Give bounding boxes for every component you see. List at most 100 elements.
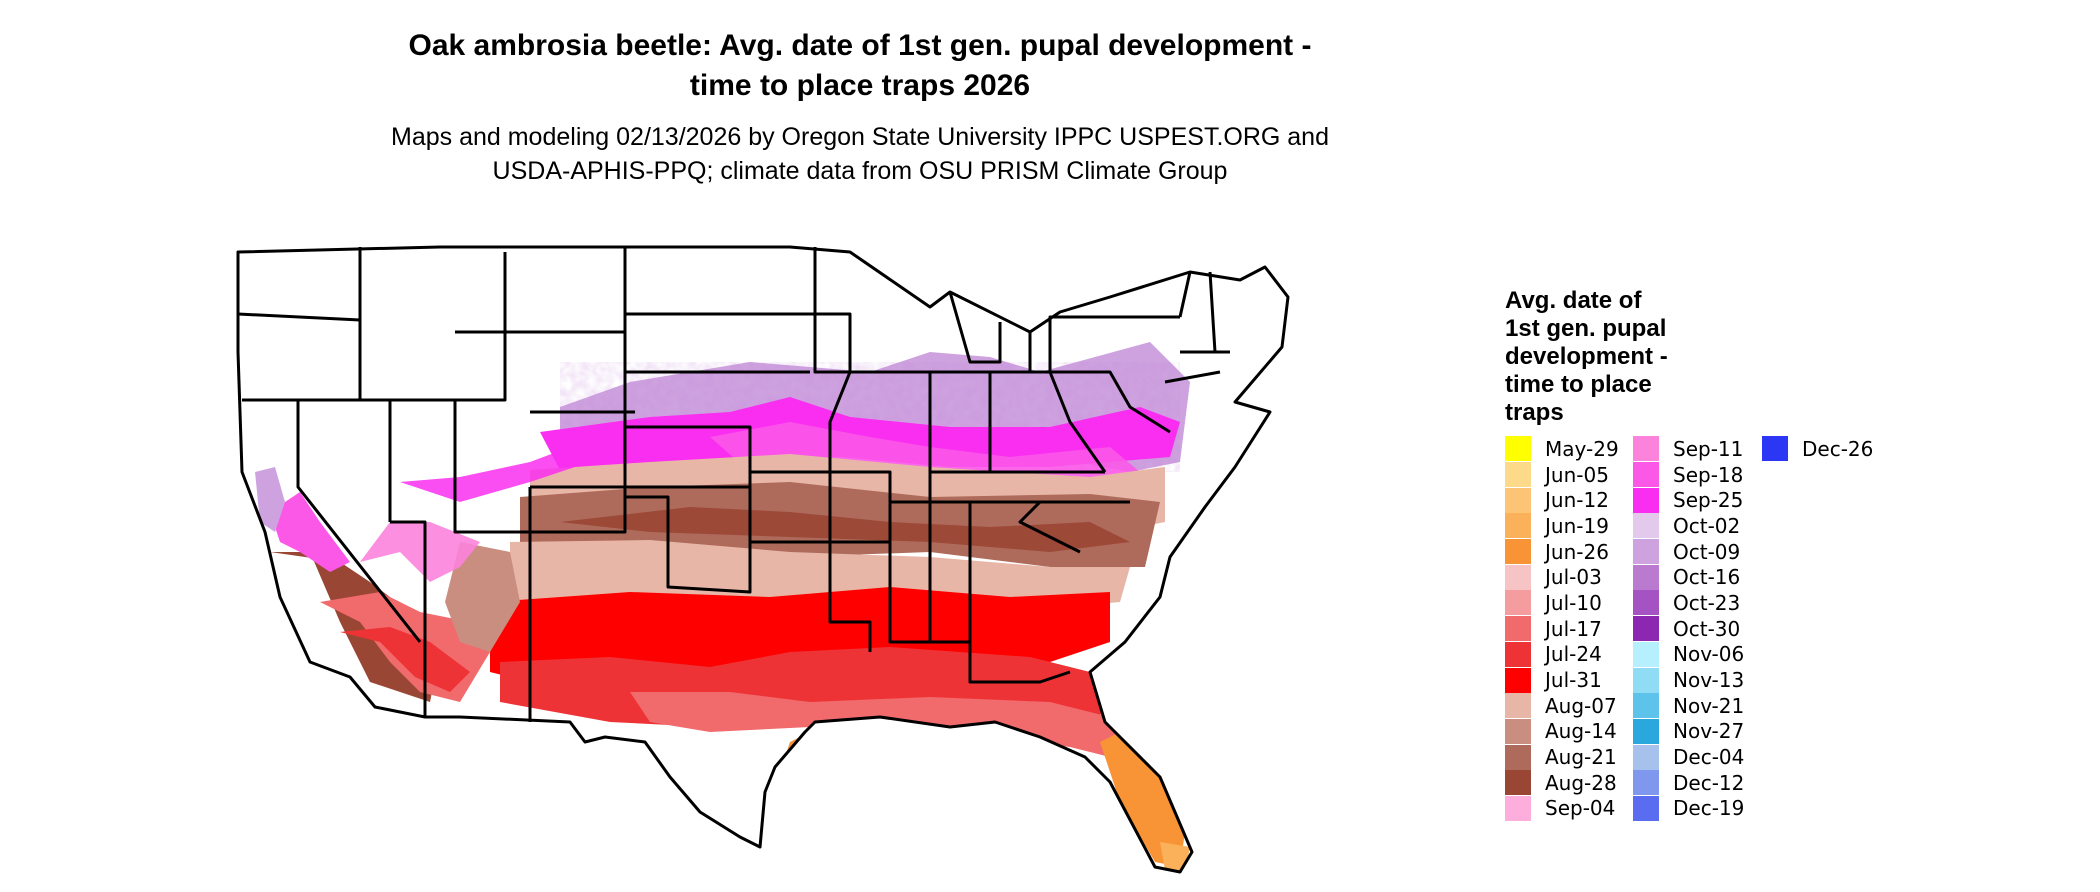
legend-item: Aug-28 — [1505, 770, 1619, 796]
legend-item: May-29 — [1505, 436, 1619, 462]
legend-item: Nov-21 — [1633, 693, 1744, 719]
legend-swatch — [1633, 513, 1659, 539]
legend-item: Jun-05 — [1505, 462, 1619, 488]
legend-swatch — [1505, 641, 1531, 667]
legend-label: May-29 — [1545, 436, 1619, 461]
map-title-line-1: Oak ambrosia beetle: Avg. date of 1st ge… — [408, 29, 1312, 62]
legend-item: Dec-19 — [1633, 795, 1745, 822]
legend-item: Aug-07 — [1505, 693, 1619, 719]
legend-swatch — [1505, 436, 1531, 462]
legend-swatch — [1633, 616, 1659, 642]
band-west-sep-18 — [270, 492, 350, 572]
legend-item: Sep-04 — [1505, 795, 1619, 822]
legend-swatch — [1505, 616, 1531, 642]
legend-swatch — [1505, 513, 1531, 539]
legend-label: Oct-23 — [1673, 590, 1741, 615]
legend-swatch — [1505, 590, 1531, 616]
legend-label: Aug-21 — [1545, 745, 1617, 770]
border-az-west — [390, 520, 427, 717]
legend-swatch — [1505, 718, 1531, 744]
legend-swatch — [1633, 718, 1659, 744]
legend-title-line: 1st gen. pupal — [1505, 315, 1667, 342]
legend-item: Oct-23 — [1633, 590, 1744, 616]
border-vt-ny — [1178, 271, 1192, 318]
border-il-in — [850, 370, 932, 504]
legend-swatch — [1633, 744, 1659, 770]
legend-label: Jun-26 — [1545, 539, 1609, 564]
legend-title-line: Avg. date of — [1505, 287, 1642, 314]
legend-item: Nov-06 — [1633, 641, 1744, 668]
border-mi-lower — [948, 291, 1002, 364]
legend-title: Avg. date of 1st gen. pupal development … — [1505, 287, 1745, 427]
legend-swatch — [1633, 693, 1659, 719]
legend-swatch — [1633, 795, 1659, 821]
legend-label: Jun-19 — [1545, 513, 1609, 538]
legend-swatch — [1505, 795, 1531, 821]
legend-title-line: development - — [1505, 343, 1668, 370]
border-wa-or — [237, 312, 361, 322]
legend-item: Jun-19 — [1505, 513, 1619, 539]
legend-swatch — [1505, 693, 1531, 719]
border-pa-md — [1050, 370, 1171, 434]
legend-swatch — [1505, 462, 1531, 488]
legend-item: Oct-16 — [1633, 564, 1744, 590]
legend-item: Sep-25 — [1633, 487, 1744, 513]
legend-item: Nov-13 — [1633, 667, 1744, 693]
map-subtitle-line-2: USDA-APHIS-PPQ; climate data from OSU PR… — [492, 157, 1228, 185]
legend-title-line: traps — [1505, 399, 1564, 426]
legend-swatch — [1633, 462, 1659, 488]
legend-item: Oct-02 — [1633, 513, 1744, 539]
legend-label: Nov-27 — [1673, 719, 1745, 744]
band-west-jul-24 — [340, 627, 470, 692]
legend-swatch — [1505, 667, 1531, 693]
legend-label: Jul-24 — [1545, 642, 1602, 667]
legend-item: Dec-26 — [1762, 436, 1873, 462]
legend-swatch — [1762, 436, 1788, 462]
legend-label: Jul-03 — [1545, 565, 1602, 590]
map-title: Oak ambrosia beetle: Avg. date of 1st ge… — [200, 26, 1520, 106]
legend-label: Jun-05 — [1545, 462, 1609, 487]
legend-swatch — [1633, 436, 1659, 462]
legend-label: Aug-14 — [1545, 719, 1617, 744]
legend-label: Aug-28 — [1545, 770, 1617, 795]
legend-swatch — [1505, 539, 1531, 565]
legend-item: Dec-12 — [1633, 770, 1744, 796]
us-pupal-development-map — [236, 245, 1290, 874]
legend-item: Nov-27 — [1633, 718, 1745, 745]
legend-label: Oct-16 — [1673, 565, 1741, 590]
band-colorado-sep-25 — [400, 442, 610, 502]
legend-label: Oct-02 — [1673, 513, 1741, 538]
legend-item: Oct-09 — [1633, 539, 1744, 565]
legend-item: Jul-17 — [1505, 616, 1619, 642]
legend-label: Oct-30 — [1673, 616, 1741, 641]
border-nh-vt — [1208, 271, 1217, 353]
legend-item: Sep-18 — [1633, 462, 1744, 488]
legend-swatch — [1505, 770, 1531, 796]
legend-label: Sep-25 — [1673, 488, 1744, 513]
border-ny-pa — [1048, 315, 1180, 372]
legend-column-2: Sep-11 Sep-18 Sep-25 Oct-02 Oct-09 Oct-16 Oct-… — [1633, 436, 1744, 821]
legend-label: Sep-04 — [1545, 796, 1616, 821]
border-ms-al — [888, 502, 932, 644]
map-subtitle-line-1: Maps and modeling 02/13/2026 by Oregon S… — [391, 123, 1329, 151]
legend-label: Aug-07 — [1545, 693, 1617, 718]
legend-item: Jul-10 — [1505, 590, 1619, 616]
band-nevada-sep-11 — [360, 522, 480, 582]
band-west-oct-09 — [255, 467, 285, 532]
legend-item: Jun-12 — [1505, 487, 1619, 513]
legend-swatch — [1633, 770, 1659, 796]
border-ca-nv — [296, 400, 422, 643]
legend-swatch — [1633, 487, 1659, 513]
border-la-ms — [828, 542, 872, 652]
border-oh-wv — [990, 370, 1107, 473]
legend-label: Dec-12 — [1673, 770, 1745, 795]
legend-label: Dec-19 — [1673, 796, 1745, 821]
legend-swatch — [1505, 487, 1531, 513]
border-ut-co — [390, 398, 530, 534]
legend-label: Jul-10 — [1545, 590, 1602, 615]
band-jun-26-florida — [1100, 727, 1185, 867]
map-subtitle: Maps and modeling 02/13/2026 by Oregon S… — [200, 120, 1520, 188]
legend-label: Nov-13 — [1673, 668, 1745, 693]
legend-swatch — [1633, 641, 1659, 667]
legend-label: Nov-21 — [1673, 693, 1745, 718]
